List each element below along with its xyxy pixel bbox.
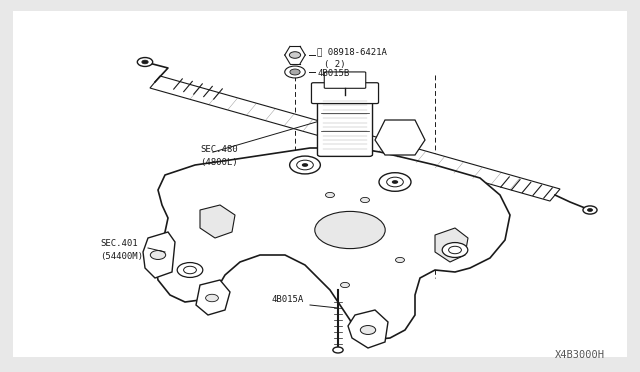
Circle shape: [379, 173, 411, 191]
Circle shape: [177, 263, 203, 278]
FancyBboxPatch shape: [317, 93, 372, 156]
Circle shape: [142, 60, 148, 64]
Circle shape: [333, 347, 343, 353]
Circle shape: [184, 266, 196, 274]
Text: (54400M): (54400M): [100, 251, 143, 260]
Polygon shape: [375, 120, 425, 155]
Circle shape: [138, 58, 153, 67]
Circle shape: [290, 156, 321, 174]
Circle shape: [205, 294, 218, 302]
Circle shape: [297, 160, 314, 170]
Circle shape: [396, 257, 404, 263]
Polygon shape: [155, 148, 510, 340]
Text: X4B3000H: X4B3000H: [555, 350, 605, 360]
Circle shape: [449, 246, 461, 254]
Circle shape: [360, 198, 369, 203]
Circle shape: [285, 66, 305, 78]
Circle shape: [302, 163, 308, 167]
Circle shape: [583, 206, 597, 214]
Polygon shape: [348, 310, 388, 348]
Text: SEC.401: SEC.401: [100, 240, 138, 248]
Circle shape: [387, 177, 403, 187]
Text: ( 2): ( 2): [324, 60, 346, 68]
FancyBboxPatch shape: [312, 83, 378, 103]
Polygon shape: [200, 205, 235, 238]
Circle shape: [340, 282, 349, 288]
Text: 4B015B: 4B015B: [317, 70, 349, 78]
Circle shape: [442, 243, 468, 257]
Text: (4800L): (4800L): [200, 157, 237, 167]
Circle shape: [290, 69, 300, 75]
Polygon shape: [435, 228, 468, 262]
Polygon shape: [150, 76, 560, 201]
Circle shape: [392, 180, 398, 184]
Text: Ⓞ 08918-6421A: Ⓞ 08918-6421A: [317, 48, 387, 57]
Ellipse shape: [315, 211, 385, 248]
Text: SEC.480: SEC.480: [200, 145, 237, 154]
Circle shape: [289, 52, 301, 58]
Polygon shape: [196, 280, 230, 315]
Circle shape: [150, 250, 166, 259]
Circle shape: [588, 209, 593, 212]
Circle shape: [360, 326, 376, 334]
Circle shape: [326, 192, 335, 198]
FancyBboxPatch shape: [324, 72, 365, 88]
Polygon shape: [143, 232, 175, 278]
Text: 4B015A: 4B015A: [272, 295, 304, 305]
